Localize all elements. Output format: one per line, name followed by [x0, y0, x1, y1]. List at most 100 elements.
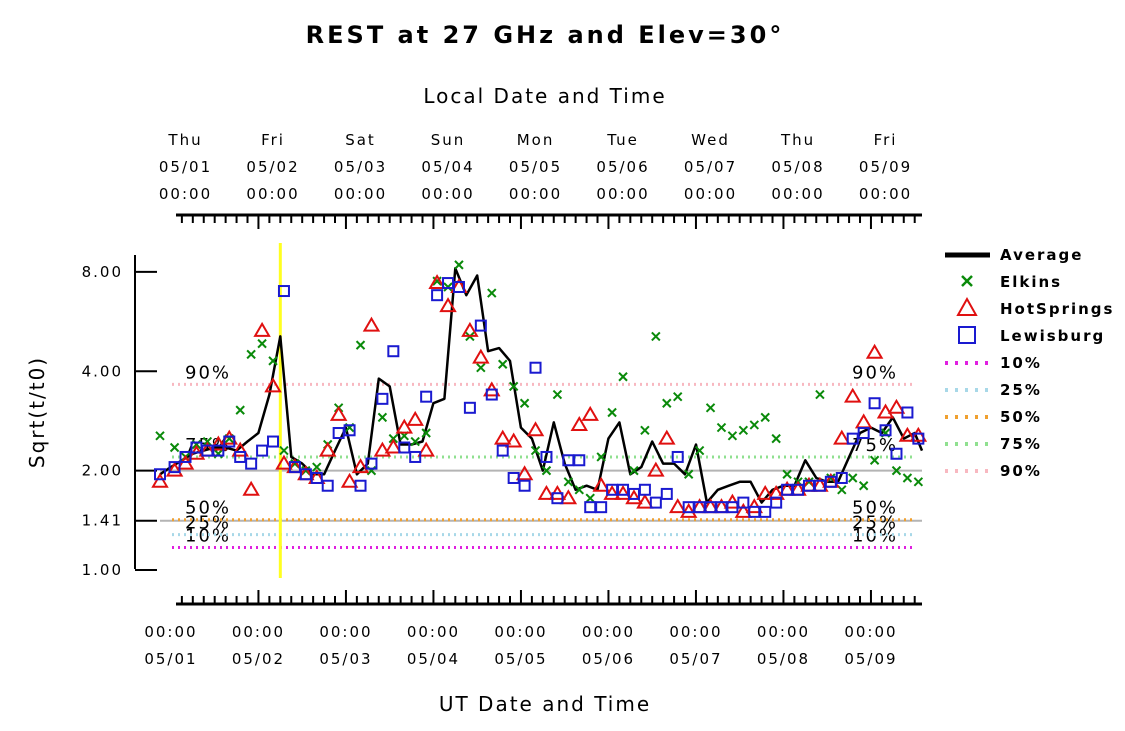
elkins-point: [662, 398, 672, 408]
lewisburg-point: [212, 444, 225, 457]
marker-stroke: [727, 431, 738, 441]
bottom-tick-date: 05/02: [232, 650, 285, 668]
marker-stroke: [815, 389, 825, 400]
elkins-point: [694, 445, 705, 456]
marker-stroke: [749, 420, 759, 430]
elkins-point: [607, 407, 617, 418]
hotsprings-point: [373, 441, 392, 457]
average-line: [159, 267, 924, 504]
lewisburg-point: [398, 441, 411, 454]
hotsprings-point: [384, 438, 403, 454]
marker-stroke: [410, 436, 420, 447]
marker-stroke: [312, 462, 322, 472]
elkins-point: [760, 412, 770, 423]
elkins-point: [858, 481, 869, 491]
top-tick-date: 05/04: [421, 158, 474, 176]
marker-stroke: [902, 473, 913, 483]
elkins-point: [869, 455, 880, 465]
lewisburg-point: [529, 361, 542, 374]
hotsprings-point: [329, 405, 348, 421]
hotsprings-point: [909, 426, 928, 442]
hotsprings-point: [253, 321, 271, 337]
legend-label: 90%: [1000, 462, 1042, 480]
hotsprings-point: [767, 484, 785, 500]
bottom-tick-time: 00:00: [494, 623, 547, 641]
lewisburg-point: [288, 461, 301, 474]
elkins-point: [235, 405, 245, 415]
percentile-label-left: 25%: [185, 513, 231, 534]
top-tick-time: 00:00: [334, 185, 387, 203]
lewisburg-point: [660, 487, 673, 500]
marker-stroke: [694, 445, 705, 456]
marker-stroke: [738, 425, 749, 435]
marker-stroke: [443, 282, 453, 292]
lewisburg-series: [154, 277, 925, 518]
elkins-point: [749, 420, 759, 430]
bottom-tick-date: 05/06: [582, 650, 635, 668]
marker-stroke: [837, 485, 847, 495]
legend-entry: Elkins: [961, 273, 1060, 291]
lewisburg-point: [376, 392, 389, 405]
percentile-label-left: 10%: [185, 525, 231, 546]
lewisburg-point: [387, 345, 400, 358]
elkins-point: [202, 436, 213, 447]
hotsprings-point: [625, 489, 643, 505]
legend-label: 75%: [1000, 435, 1042, 453]
elkins-point: [596, 452, 606, 462]
hotsprings-point: [264, 377, 282, 393]
top-tick-time: 00:00: [859, 185, 912, 203]
lewisburg-point: [551, 492, 564, 505]
top-tick-day: Fri: [874, 131, 898, 149]
bottom-tick-date: 05/07: [669, 650, 722, 668]
lewisburg-point: [901, 406, 914, 419]
legend-entry: HotSprings: [956, 296, 1112, 318]
top-axis-title: Local Date and Time: [423, 84, 666, 108]
hotsprings-point: [636, 493, 654, 509]
lewisburg-point: [310, 471, 323, 484]
elkins-point: [487, 288, 497, 298]
percentile-layer: 10%10%25%25%50%50%75%75%90%90%: [160, 243, 922, 578]
lewisburg-point: [868, 397, 881, 410]
lewisburg-point: [912, 432, 925, 445]
elkins-point: [552, 389, 563, 400]
elkins-point: [155, 431, 165, 441]
elkins-point: [377, 412, 388, 423]
marker-stroke: [268, 356, 278, 366]
elkins-point: [771, 433, 781, 444]
elkins-point: [563, 477, 574, 487]
marker-stroke: [476, 363, 486, 373]
marker-stroke: [760, 412, 770, 423]
legend-label: Lewisburg: [1000, 327, 1105, 345]
hotsprings-point: [756, 484, 774, 500]
marker-stroke: [541, 465, 552, 476]
elkins-point: [848, 473, 858, 483]
hotsprings-point: [318, 441, 337, 457]
lewisburg-point: [835, 471, 848, 484]
elkins-point: [727, 431, 738, 441]
bottom-tick-time: 00:00: [407, 623, 460, 641]
elkins-point: [705, 403, 716, 413]
hotsprings-point: [581, 405, 599, 421]
lewisburg-point: [671, 450, 684, 463]
lewisburg-point: [759, 505, 772, 518]
lewisburg-point: [409, 450, 422, 463]
lewisburg-point: [343, 424, 356, 437]
marker-stroke: [782, 469, 792, 479]
elkins-point: [913, 477, 924, 487]
hotsprings-point: [231, 441, 249, 457]
y-tick-label: 1.41: [82, 512, 123, 530]
marker-stroke: [662, 398, 672, 408]
hotsprings-point: [614, 484, 632, 500]
hotsprings-point: [647, 461, 665, 477]
bottom-tick-time: 00:00: [669, 623, 722, 641]
lewisburg-point: [452, 280, 465, 293]
hotsprings-point: [220, 429, 239, 445]
hotsprings-point: [876, 403, 895, 419]
elkins-point: [574, 485, 584, 495]
hotsprings-point: [603, 484, 621, 500]
hotsprings-point: [865, 343, 884, 359]
hotsprings-point: [854, 413, 873, 429]
marker-stroke: [848, 473, 858, 483]
bottom-tick-date: 05/01: [144, 650, 197, 668]
top-tick-date: 05/02: [246, 158, 299, 176]
